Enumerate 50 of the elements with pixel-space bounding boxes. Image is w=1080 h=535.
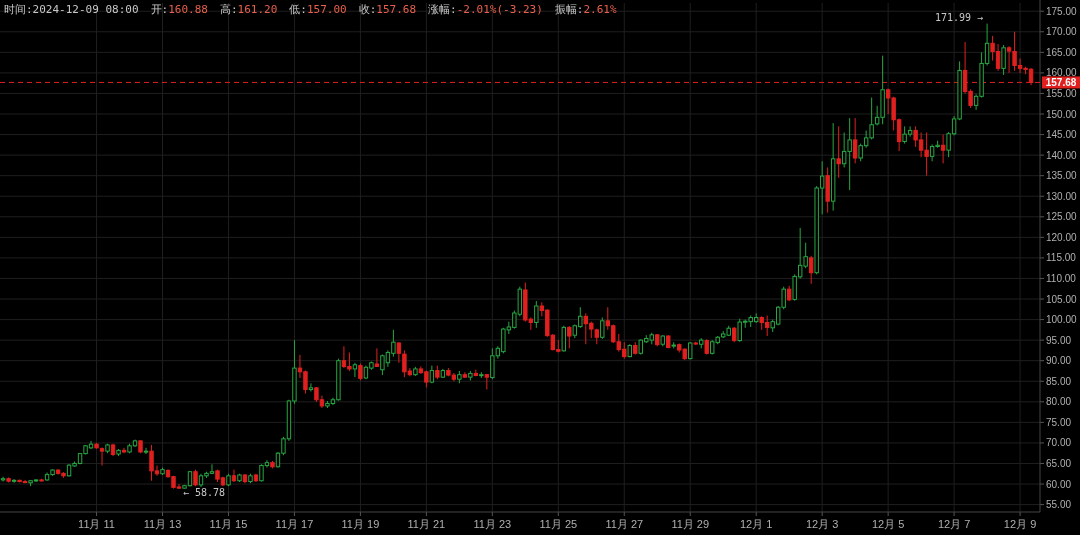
x-tick-label: 12月 7	[937, 518, 971, 530]
y-tick-label: 165.00	[1046, 46, 1078, 58]
annotation: 收:157.68	[358, 3, 417, 16]
y-tick-label: 175.00	[1046, 5, 1078, 17]
annotation: 涨幅:-2.01%(-3.23)	[428, 3, 543, 16]
x-tick-label: 12月 3	[805, 518, 839, 530]
x-tick-label: 11月 29	[671, 518, 710, 530]
y-tick-label: 60.00	[1046, 478, 1072, 490]
y-tick-label: 145.00	[1046, 129, 1078, 141]
y-tick-label: 105.00	[1046, 293, 1078, 305]
y-tick-label: 95.00	[1046, 334, 1072, 346]
annotation: 振幅:2.61%	[554, 3, 617, 16]
y-tick-label: 85.00	[1046, 375, 1072, 387]
y-tick-label: 120.00	[1046, 231, 1078, 243]
y-tick-label: 140.00	[1046, 149, 1078, 161]
x-tick-label: 12月 5	[871, 518, 905, 530]
y-tick-label: 170.00	[1046, 26, 1078, 38]
y-tick-label: 160.00	[1046, 67, 1078, 79]
x-tick-label: 11月 17	[275, 518, 314, 530]
y-tick-label: 90.00	[1046, 355, 1072, 367]
y-tick-label: 130.00	[1046, 190, 1078, 202]
y-tick-label: 110.00	[1046, 272, 1077, 284]
ref-line-label: 157.68	[1045, 76, 1077, 88]
x-tick-label: 11月 11	[78, 518, 115, 530]
x-tick-label: 11月 15	[209, 518, 248, 530]
annotation: 低:157.00	[289, 3, 347, 16]
annotation: ← 58.78	[183, 487, 226, 499]
y-tick-label: 135.00	[1046, 170, 1078, 182]
x-tick-label: 11月 27	[605, 518, 644, 530]
x-tick-label: 11月 25	[539, 518, 578, 530]
x-tick-label: 11月 13	[143, 518, 182, 530]
y-tick-label: 75.00	[1046, 416, 1072, 428]
y-tick-label: 70.00	[1046, 437, 1072, 449]
x-tick-label: 11月 21	[407, 518, 446, 530]
annotation: 高:161.20	[219, 3, 278, 16]
x-tick-label: 11月 19	[341, 518, 380, 530]
y-tick-label: 55.00	[1046, 499, 1072, 511]
x-tick-label: 12月 1	[740, 518, 773, 530]
annotation: 171.99 →	[934, 11, 984, 23]
y-tick-label: 80.00	[1046, 396, 1072, 408]
x-tick-label: 12月 9	[1003, 518, 1037, 530]
y-tick-label: 155.00	[1046, 87, 1078, 99]
annotation: 开:160.88	[150, 3, 208, 16]
y-tick-label: 150.00	[1046, 108, 1078, 120]
y-tick-label: 125.00	[1046, 211, 1078, 223]
y-tick-label: 100.00	[1046, 314, 1078, 326]
x-tick-label: 11月 23	[473, 518, 512, 530]
annotation: 时间:2024-12-09 08:00	[4, 3, 139, 16]
y-tick-label: 115.00	[1046, 252, 1077, 264]
y-tick-label: 65.00	[1046, 457, 1072, 469]
